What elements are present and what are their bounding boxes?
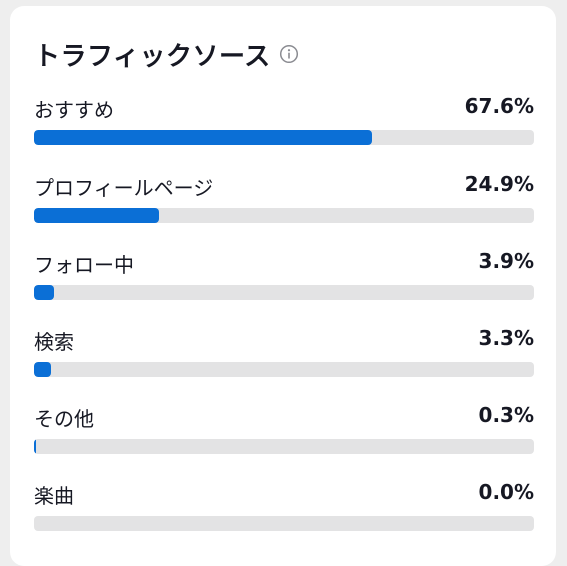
traffic-row-value: 3.3% — [478, 326, 534, 350]
traffic-row-label: 楽曲 — [34, 484, 74, 508]
progress-track — [34, 516, 534, 531]
traffic-row-other: その他 0.3% — [34, 403, 534, 459]
traffic-row-label: プロフィールページ — [34, 176, 214, 200]
traffic-row-label: 検索 — [34, 330, 74, 354]
traffic-row-value: 3.9% — [478, 249, 534, 273]
progress-track — [34, 439, 534, 454]
traffic-row-recommended: おすすめ 67.6% — [34, 94, 534, 150]
progress-fill — [34, 439, 36, 454]
traffic-source-card: トラフィックソース おすすめ 67.6% プロフィールページ 24.9% フォロ… — [10, 6, 556, 566]
card-header: トラフィックソース — [34, 36, 299, 72]
traffic-row-value: 67.6% — [464, 94, 534, 118]
traffic-row-value: 0.3% — [478, 403, 534, 427]
progress-fill — [34, 130, 372, 145]
progress-fill — [34, 285, 54, 300]
traffic-row-search: 検索 3.3% — [34, 326, 534, 382]
progress-track — [34, 130, 534, 145]
traffic-row-value: 0.0% — [478, 480, 534, 504]
traffic-row-following: フォロー中 3.9% — [34, 249, 534, 305]
traffic-row-label: その他 — [34, 407, 94, 431]
traffic-row-value: 24.9% — [464, 172, 534, 196]
card-title: トラフィックソース — [34, 41, 271, 72]
traffic-row-profile-page: プロフィールページ 24.9% — [34, 172, 534, 228]
traffic-row-label: フォロー中 — [34, 253, 134, 277]
progress-track — [34, 208, 534, 223]
traffic-row-label: おすすめ — [34, 98, 114, 122]
progress-fill — [34, 208, 159, 223]
info-icon[interactable] — [279, 44, 299, 64]
traffic-row-music: 楽曲 0.0% — [34, 480, 534, 536]
progress-fill — [34, 362, 51, 377]
progress-track — [34, 362, 534, 377]
progress-track — [34, 285, 534, 300]
